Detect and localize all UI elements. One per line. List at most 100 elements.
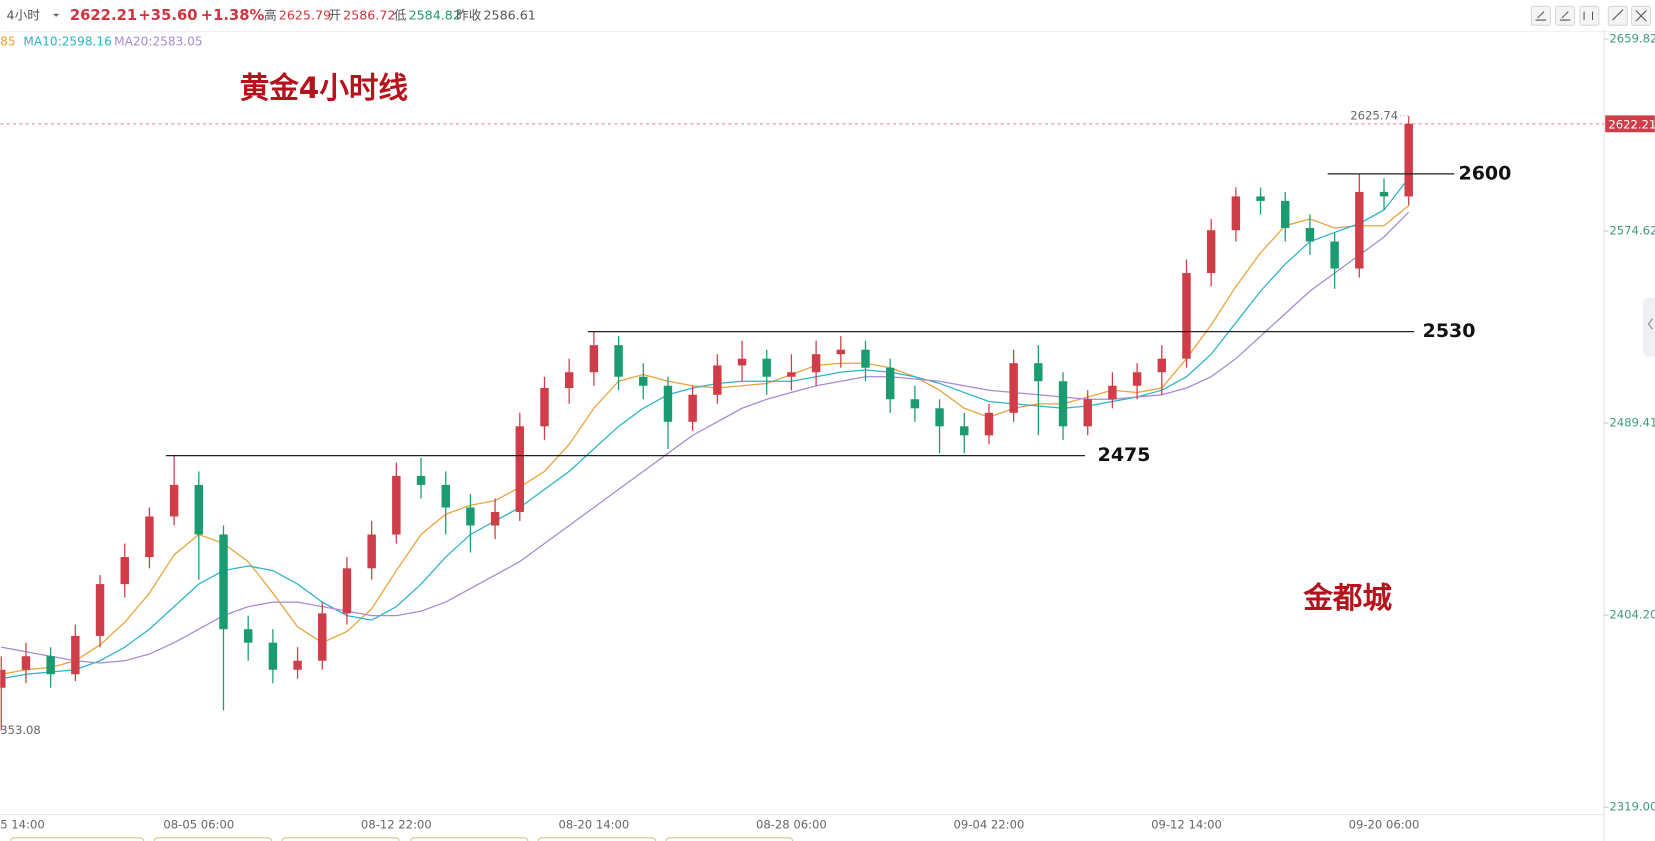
candle-body <box>1009 363 1018 413</box>
tab[interactable] <box>665 837 794 841</box>
tool-button[interactable] <box>1555 5 1576 26</box>
tab[interactable] <box>281 837 400 841</box>
stat-value: 2586.72 <box>343 7 395 22</box>
tool-button[interactable] <box>1607 5 1628 26</box>
tool-button[interactable] <box>1530 5 1551 26</box>
plot: 2625.74 2353.08 <box>0 108 1605 737</box>
candle-body <box>614 345 623 377</box>
stat-label: 高 <box>264 7 277 22</box>
tab[interactable] <box>153 837 272 841</box>
ma-line <box>1 211 1410 664</box>
x-tick-label: 09-20 06:00 <box>1349 818 1420 832</box>
candle-body <box>836 349 846 355</box>
candle-body <box>145 516 154 558</box>
price: 2622.21 <box>70 7 137 24</box>
candle-body <box>1404 123 1413 197</box>
candle-body <box>1083 399 1092 427</box>
tab[interactable] <box>10 837 145 841</box>
candle-body <box>120 557 129 585</box>
toolbar <box>1530 5 1652 26</box>
tab[interactable] <box>537 837 657 841</box>
candle-body <box>811 354 821 373</box>
candle-body <box>1206 230 1216 274</box>
candle-body <box>194 484 204 535</box>
candle-body <box>46 656 55 675</box>
candle-body <box>466 507 475 526</box>
candle-body <box>95 584 105 636</box>
dropdown-arrow[interactable] <box>52 13 60 17</box>
candle-body <box>268 642 278 670</box>
period[interactable]: 4小时 <box>7 7 41 22</box>
x-tick-label: 09-04 22:00 <box>954 818 1025 832</box>
candle-body <box>392 475 401 535</box>
legend-entry: MA10:2598.16 <box>23 35 111 49</box>
side-handle[interactable] <box>1643 297 1655 357</box>
candle-body <box>663 385 673 422</box>
candle-body <box>984 412 994 436</box>
candle-body <box>762 358 771 377</box>
x-tick-label: 08-20 14:00 <box>558 818 629 832</box>
candle-body <box>318 613 327 661</box>
bottom-tabs <box>10 837 794 841</box>
candle-body <box>441 484 450 508</box>
axes: 2319.00 2404.20 2489.41 2574.62 2659.82 5 14:… <box>0 32 1655 832</box>
tab[interactable] <box>410 837 529 841</box>
candle-body <box>293 660 302 670</box>
x-tick-label: 08-05 06:00 <box>163 818 234 832</box>
chart-title: 黄金4小时线 <box>240 71 408 105</box>
candle-body <box>713 365 722 395</box>
candle-body <box>589 345 599 373</box>
header: 4小时 2622.21 +35.60 +1.38% 高 2625.79 开 25… <box>7 7 536 24</box>
change-pct: +1.38% <box>201 7 265 24</box>
legend-entry: 85 <box>0 35 15 49</box>
candle-body <box>688 394 697 422</box>
candle-body <box>564 372 574 388</box>
candle-body <box>935 408 944 427</box>
stat-label: 开 <box>328 7 341 22</box>
candle-body <box>787 372 796 377</box>
candle-body <box>1281 200 1290 228</box>
candle-body <box>639 376 648 386</box>
ma-line <box>1 204 1410 675</box>
candle-body <box>910 399 920 409</box>
x-tick-label: 08-12 22:00 <box>361 818 432 832</box>
candle-body <box>0 669 6 688</box>
change: +35.60 <box>138 7 197 24</box>
legend-entry: MA20:2583.05 <box>114 35 202 49</box>
candle-body <box>71 635 80 675</box>
candle-body <box>1132 372 1142 386</box>
y-tick-label: 2659.82 <box>1609 32 1655 46</box>
candle-body <box>1182 273 1191 359</box>
candle-body <box>1330 241 1339 269</box>
candle-body <box>243 629 253 643</box>
price-tag-label: 2622.21 <box>1608 117 1655 131</box>
low-marker: 2353.08 <box>0 723 41 737</box>
candle-body <box>861 349 870 368</box>
x-tick-label: 08-28 06:00 <box>756 818 827 832</box>
candle-body <box>1355 191 1364 269</box>
candle-body <box>490 511 500 526</box>
watermark: 金都城 <box>1302 581 1392 615</box>
candle-body <box>169 484 179 517</box>
candle-body <box>515 426 525 512</box>
stat-label: 昨收 <box>456 7 482 22</box>
candle-body <box>219 534 228 630</box>
candle-body <box>416 475 426 485</box>
ma-line <box>1 177 1410 680</box>
x-tick-label: 09-12 14:00 <box>1151 818 1222 832</box>
candle-body <box>960 426 969 436</box>
stat-value: 2625.79 <box>279 7 331 22</box>
candle-body <box>1231 196 1241 231</box>
level-label: 2530 <box>1423 320 1476 342</box>
tool-button[interactable] <box>1579 5 1600 26</box>
candle-body <box>1379 191 1389 197</box>
candle-body <box>1108 385 1117 400</box>
candle-body <box>342 568 352 614</box>
level-label: 2475 <box>1098 444 1151 466</box>
candle-body <box>885 367 895 400</box>
price-tag <box>1605 115 1655 133</box>
candle-body <box>540 387 549 427</box>
candle-body <box>737 358 747 366</box>
